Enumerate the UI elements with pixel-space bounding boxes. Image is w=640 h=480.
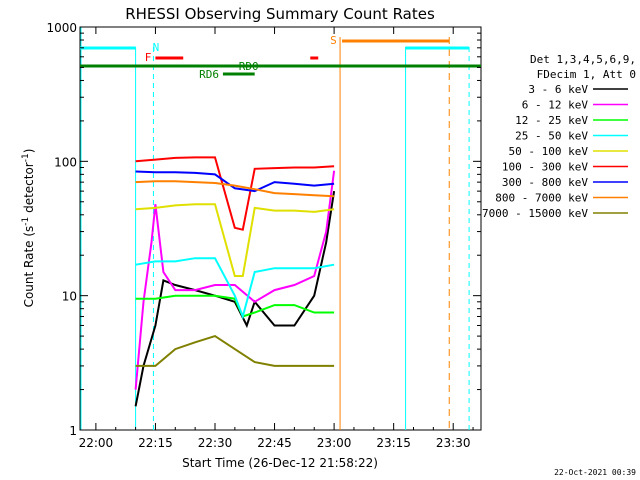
legend-entry-label: 50 - 100 keV	[509, 145, 589, 158]
plot-frame	[79, 26, 482, 431]
legend-header-line-2: FDecim 1, Att 0	[537, 68, 636, 81]
legend-entry-label: 7000 - 15000 keV	[482, 207, 588, 220]
legend-entry-label: 300 - 800 keV	[502, 176, 588, 189]
x-tick-label: 22:30	[198, 436, 233, 450]
flag-label-n: N	[153, 41, 160, 54]
series-100-300-kev	[135, 156, 335, 231]
y-tick-label: 10	[62, 290, 77, 304]
series-7000-15000-kev	[135, 335, 335, 367]
x-tick-label: 23:15	[376, 436, 411, 450]
x-tick-label: 22:00	[79, 436, 114, 450]
legend-entry-label: 3 - 6 keV	[528, 83, 588, 96]
x-axis: 22:00 22:15 22:30 22:45 23:00 23:15 23:30	[79, 27, 474, 450]
series-layer	[134, 156, 336, 407]
x-tick-label: 22:15	[138, 436, 173, 450]
flag-label-rd0: RD0	[239, 60, 259, 73]
flag-bars: NF RD0 RD6 S	[80, 34, 481, 81]
legend: Det 1,3,4,5,6,9, FDecim 1, Att 0 3 - 6 k…	[482, 53, 636, 220]
series-50-100-kev	[135, 203, 335, 277]
x-axis-label: Start Time (26-Dec-12 21:58:22)	[182, 456, 378, 470]
series-300-800-kev	[135, 170, 335, 193]
legend-entry-label: 6 - 12 keV	[522, 99, 589, 112]
y-tick-label: 1000	[46, 21, 77, 35]
generated-timestamp: 22-Oct-2021 00:39	[554, 468, 636, 477]
legend-entry-label: 25 - 50 keV	[515, 130, 588, 143]
y-axis-label: Count Rate (s-1 detector-1)	[21, 149, 36, 308]
legend-entry-label: 12 - 25 keV	[515, 114, 588, 127]
chart-title: RHESSI Observing Summary Count Rates	[125, 5, 435, 23]
y-axis: 1 10 100 1000	[46, 21, 481, 438]
flag-label-rd6: RD6	[199, 68, 219, 81]
legend-header-line-1: Det 1,3,4,5,6,9,	[530, 53, 636, 66]
x-tick-label: 23:00	[317, 436, 352, 450]
y-tick-label: 100	[54, 155, 77, 169]
series-6-12-kev	[134, 170, 336, 390]
legend-entry-label: 100 - 300 keV	[502, 161, 588, 174]
flag-label-s: S	[330, 34, 337, 47]
series-12-25-kev	[135, 294, 335, 318]
reference-lines	[80, 27, 470, 430]
x-tick-label: 22:45	[257, 436, 292, 450]
flag-label-f: F	[145, 51, 152, 64]
series-3-6-kev	[134, 190, 336, 407]
legend-entry-label: 800 - 7000 keV	[495, 192, 588, 205]
series-800-7000-kev	[135, 180, 335, 198]
y-tick-label: 1	[69, 424, 77, 438]
series-25-50-kev	[135, 257, 335, 320]
x-tick-label: 23:30	[436, 436, 471, 450]
